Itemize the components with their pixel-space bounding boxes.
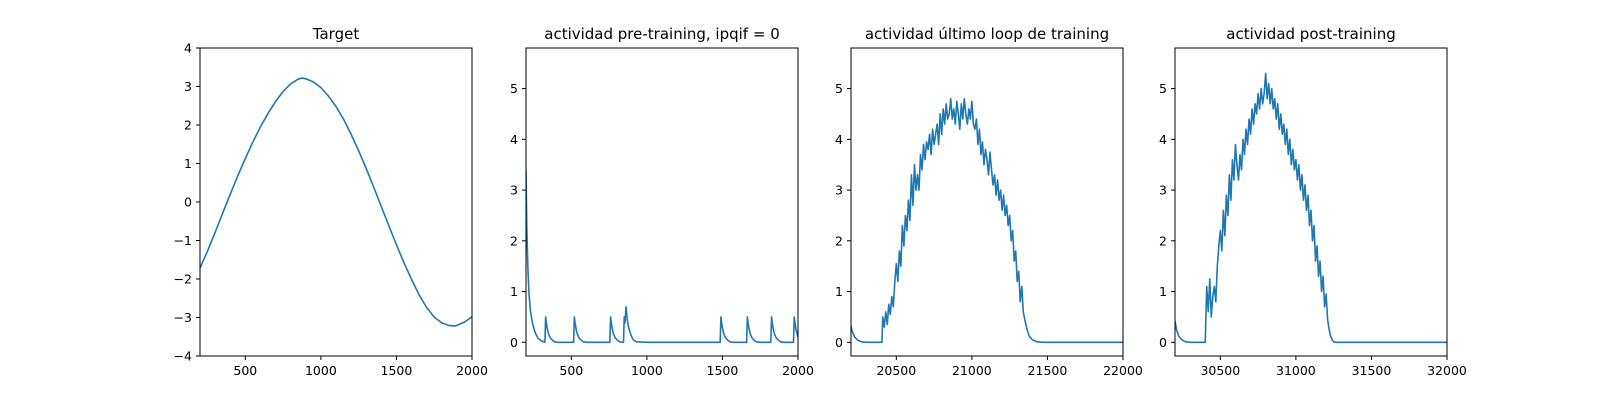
- y-tick-label: 3: [1159, 183, 1167, 198]
- series-line: [200, 77, 472, 327]
- series-line: [526, 169, 798, 344]
- x-tick-label: 500: [559, 363, 583, 378]
- y-tick-label: −4: [174, 349, 192, 364]
- axes-frame: [525, 47, 799, 357]
- x-tick-label: 31500: [1352, 363, 1392, 378]
- y-tick-label: 2: [510, 233, 518, 248]
- x-tick-label: 1000: [305, 363, 337, 378]
- y-tick-label: 1: [835, 284, 843, 299]
- y-tick-label: 2: [835, 233, 843, 248]
- y-tick-label: 5: [835, 81, 843, 96]
- y-tick-label: −1: [174, 233, 192, 248]
- x-tick-label: 30500: [1200, 363, 1240, 378]
- y-tick-label: −3: [174, 310, 192, 325]
- y-tick-label: 4: [835, 132, 843, 147]
- y-tick-label: 4: [1159, 132, 1167, 147]
- y-tick-label: 0: [1159, 335, 1167, 350]
- x-tick-label: 500: [233, 363, 257, 378]
- x-tick-label: 2000: [456, 363, 488, 378]
- y-tick-label: 3: [835, 183, 843, 198]
- y-tick-label: 0: [835, 335, 843, 350]
- x-tick-label: 1500: [381, 363, 413, 378]
- x-tick-label: 2000: [782, 363, 814, 378]
- axes-frame: [199, 47, 473, 357]
- x-tick-label: 32000: [1427, 363, 1467, 378]
- x-tick-label: 1500: [707, 363, 739, 378]
- y-tick-label: −2: [174, 272, 192, 287]
- chart-title: actividad pre-training, ipqif = 0: [544, 25, 780, 43]
- y-tick-label: 2: [1159, 233, 1167, 248]
- x-tick-label: 31000: [1276, 363, 1316, 378]
- chart-title: Target: [312, 25, 360, 43]
- y-tick-label: 3: [184, 79, 192, 94]
- x-tick-label: 22000: [1103, 363, 1143, 378]
- chart-title: actividad último loop de training: [865, 25, 1109, 43]
- series-line: [1175, 72, 1447, 344]
- y-tick-label: 4: [510, 132, 518, 147]
- chart-title: actividad post-training: [1226, 25, 1395, 43]
- y-tick-label: 5: [1159, 81, 1167, 96]
- axes-frame: [1174, 47, 1448, 357]
- y-tick-label: 2: [184, 118, 192, 133]
- x-tick-label: 1000: [631, 363, 663, 378]
- y-tick-label: 1: [1159, 284, 1167, 299]
- chart-panel-2: actividad pre-training, ipqif = 0 500 1000…: [510, 25, 814, 378]
- axes-frame: [850, 47, 1124, 357]
- y-tick-label: 5: [510, 81, 518, 96]
- chart-panel-1: Target 500 1000 1500 2000 −4 −3 −2 −1 0 1 2 3 4: [174, 25, 488, 378]
- x-tick-label: 21000: [952, 363, 992, 378]
- y-tick-label: 0: [510, 335, 518, 350]
- y-tick-label: 3: [510, 183, 518, 198]
- y-tick-label: 1: [510, 284, 518, 299]
- x-tick-label: 21500: [1028, 363, 1068, 378]
- series-line: [851, 97, 1123, 344]
- y-tick-label: 0: [184, 195, 192, 210]
- y-tick-label: 1: [184, 156, 192, 171]
- y-tick-label: 4: [184, 41, 192, 56]
- x-tick-label: 20500: [876, 363, 916, 378]
